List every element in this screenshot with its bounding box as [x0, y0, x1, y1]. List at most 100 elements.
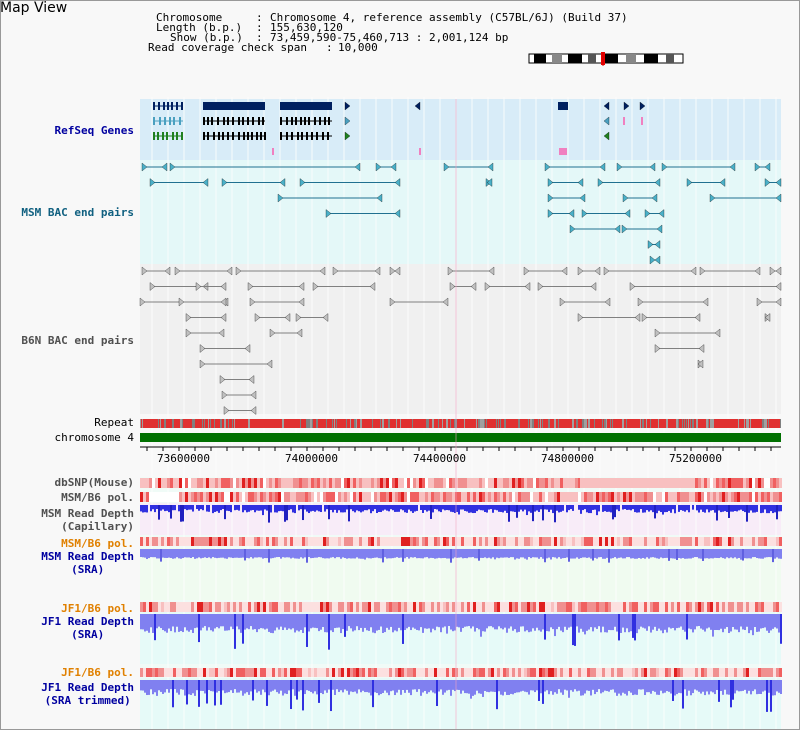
- depth-bar: [748, 549, 750, 559]
- depth-bar: [564, 680, 566, 690]
- depth-bar: [716, 505, 718, 521]
- depth-bar: [428, 680, 430, 693]
- depth-bar: [212, 680, 214, 692]
- depth-bar: [414, 505, 416, 512]
- depth-bar: [750, 680, 752, 695]
- heat-cell: [407, 537, 410, 546]
- depth-bar: [262, 505, 264, 516]
- heat-cell: [764, 668, 767, 677]
- depth-bar: [378, 614, 380, 630]
- heat-cell: [422, 492, 425, 502]
- depth-bar: [392, 549, 394, 559]
- depth-bar: [516, 614, 518, 633]
- heat-cell: [665, 537, 668, 546]
- chromosome-ideogram[interactable]: [528, 52, 688, 66]
- label-jf1-depth[interactable]: JF1 Read Depth (SRA): [41, 615, 134, 641]
- depth-bar: [388, 680, 390, 696]
- repeat-track: [140, 419, 781, 428]
- depth-bar: [472, 549, 474, 558]
- heat-cell: [608, 602, 611, 612]
- heat-cell: [476, 602, 479, 612]
- depth-bar: [458, 614, 460, 628]
- heat-cell: [311, 602, 314, 612]
- label-jf1-b6-pol-2[interactable]: JF1/B6 pol.: [61, 666, 134, 679]
- depth-bar: [270, 614, 272, 633]
- depth-bar: [526, 680, 528, 693]
- heat-cell: [581, 537, 584, 546]
- depth-bar: [192, 549, 194, 558]
- heat-cell: [146, 492, 149, 502]
- depth-bar: [742, 505, 744, 512]
- heat-cell: [644, 492, 647, 502]
- heat-cell: [467, 602, 470, 612]
- heat-cell: [251, 602, 254, 612]
- heat-cell: [407, 478, 410, 488]
- depth-bar: [634, 549, 636, 559]
- depth-bar: [578, 549, 580, 559]
- depth-bar: [758, 549, 760, 559]
- heat-cell: [563, 602, 566, 612]
- depth-bar: [326, 505, 328, 510]
- arrow-mark: [775, 266, 782, 276]
- depth-bar: [676, 680, 678, 695]
- depth-bar: [780, 505, 782, 512]
- depth-bar: [188, 505, 190, 510]
- depth-bar: [184, 549, 186, 558]
- depth-bar: [658, 549, 660, 559]
- depth-bar: [492, 505, 494, 513]
- heat-cell: [443, 602, 446, 612]
- depth-bar: [208, 549, 210, 558]
- depth-bar: [472, 614, 474, 627]
- heat-cell: [761, 602, 764, 612]
- heat-cell: [731, 537, 734, 546]
- depth-bar: [228, 680, 230, 693]
- heat-cell: [530, 478, 533, 488]
- arrow-mark: [374, 266, 381, 276]
- depth-bar: [164, 505, 166, 512]
- chromosome-key: Chromosome: [156, 11, 223, 24]
- label-dbsnp[interactable]: dbSNP(Mouse): [54, 476, 134, 489]
- heat-cell: [623, 492, 626, 502]
- arrow-mark: [604, 297, 611, 307]
- label-refseq[interactable]: RefSeq Genes: [54, 124, 134, 137]
- label-b6n-bac[interactable]: B6N BAC end pairs: [21, 334, 134, 347]
- heat-cell: [395, 492, 398, 502]
- heat-cell: [452, 478, 455, 488]
- label-msm-depth-capillary[interactable]: MSM Read Depth (Capillary): [41, 507, 134, 533]
- gene-exon: [232, 132, 234, 140]
- heat-cell: [194, 537, 197, 546]
- arrow-mark: [702, 297, 709, 307]
- heat-cell: [431, 602, 434, 612]
- label-jf1-depth-trimmed[interactable]: JF1 Read Depth (SRA trimmed): [41, 681, 134, 707]
- label-chromosome[interactable]: chromosome 4: [54, 431, 134, 444]
- heat-cell: [221, 537, 224, 546]
- label-repeat[interactable]: Repeat: [94, 416, 134, 429]
- label-msm-b6-pol-2[interactable]: MSM/B6 pol.: [61, 537, 134, 550]
- depth-bar: [292, 505, 294, 513]
- heat-cell: [185, 492, 188, 502]
- heat-cell: [518, 492, 521, 502]
- heat-cell: [173, 668, 176, 677]
- label-msm-b6-pol[interactable]: MSM/B6 pol.: [61, 491, 134, 504]
- arrow-mark: [651, 193, 658, 203]
- depth-bar: [740, 680, 742, 692]
- depth-bar: [780, 549, 782, 559]
- heat-cell: [656, 492, 659, 502]
- depth-bar: [168, 549, 170, 558]
- depth-bar: [426, 614, 428, 629]
- heat-cell: [242, 602, 245, 612]
- label-msm-bac[interactable]: MSM BAC end pairs: [21, 206, 134, 219]
- arrow-mark: [634, 313, 641, 322]
- depth-bar: [178, 614, 180, 632]
- heat-cell: [662, 492, 665, 502]
- depth-bar: [332, 614, 334, 633]
- label-jf1-b6-pol[interactable]: JF1/B6 pol.: [61, 602, 134, 615]
- heat-cell: [341, 492, 344, 502]
- label-msm-depth-sra[interactable]: MSM Read Depth (SRA): [41, 550, 134, 576]
- depth-bar: [724, 680, 726, 690]
- heat-cell: [677, 492, 680, 502]
- heat-cell: [737, 478, 740, 488]
- coverage-sep: :: [326, 41, 333, 54]
- heat-cell: [545, 602, 548, 612]
